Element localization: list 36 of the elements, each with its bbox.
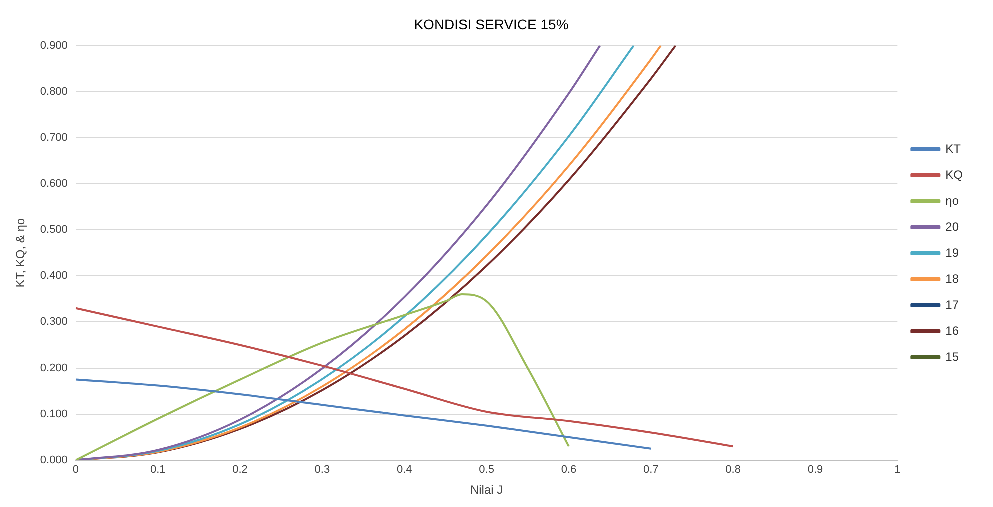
y-tick-label: 0.100 bbox=[40, 408, 68, 420]
y-tick-label: 0.900 bbox=[40, 40, 68, 52]
x-tick-label: 0.3 bbox=[314, 464, 330, 476]
x-tick-label: 0 bbox=[72, 464, 79, 476]
x-tick-label: 0.6 bbox=[561, 464, 577, 476]
x-tick-label: 0.8 bbox=[726, 464, 741, 476]
x-axis-title: Nilai J bbox=[470, 483, 504, 498]
chart-title: KONDISI SERVICE 15% bbox=[414, 16, 569, 32]
legend-label: 20 bbox=[946, 220, 960, 234]
legend-label: KT bbox=[946, 142, 962, 156]
legend-label: 15 bbox=[946, 350, 960, 364]
y-tick-label: 0.500 bbox=[40, 224, 68, 236]
y-tick-label: 0.600 bbox=[40, 178, 68, 190]
x-tick-label: 1 bbox=[894, 464, 901, 476]
line-series bbox=[76, 294, 570, 460]
x-tick-label: 0.9 bbox=[808, 464, 824, 476]
legend-label: 18 bbox=[946, 272, 960, 286]
y-tick-label: 0.000 bbox=[40, 454, 68, 466]
legend-label: 17 bbox=[946, 298, 960, 312]
x-tick-label: 0.1 bbox=[150, 464, 166, 476]
x-tick-label: 0.5 bbox=[479, 464, 494, 476]
x-tick-label: 0.4 bbox=[396, 464, 412, 476]
line-series bbox=[76, 378, 652, 450]
y-tick-label: 0.200 bbox=[40, 362, 68, 374]
y-tick-label: 0.400 bbox=[40, 270, 68, 282]
x-tick-label: 0.2 bbox=[232, 464, 248, 476]
legend-label: ηo bbox=[946, 194, 960, 208]
y-tick-label: 0.800 bbox=[40, 86, 68, 98]
y-axis-title: KT, KQ, & ηo bbox=[14, 218, 28, 288]
y-tick-label: 0.700 bbox=[40, 132, 68, 144]
y-tick-label: 0.300 bbox=[40, 316, 68, 328]
line-series bbox=[76, 307, 734, 448]
legend-label: KQ bbox=[946, 168, 964, 182]
legend-label: 19 bbox=[946, 246, 960, 260]
legend-label: 16 bbox=[946, 324, 960, 338]
x-tick-label: 0.7 bbox=[643, 464, 659, 476]
